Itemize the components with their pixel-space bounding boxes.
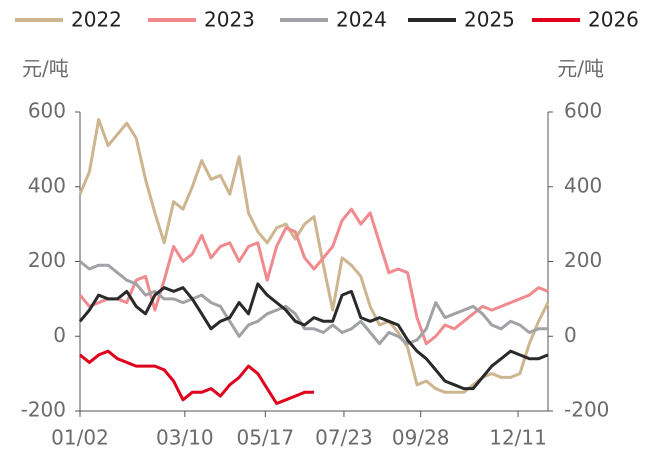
series-line <box>78 207 549 346</box>
y-tick-label: 0 <box>53 323 66 347</box>
legend-label: 2024 <box>336 8 387 32</box>
y2-tick-label: -200 <box>564 398 609 422</box>
legend-label: 2023 <box>204 8 255 32</box>
y2-tick-label: 200 <box>564 248 602 272</box>
series-line <box>78 282 549 391</box>
legend-label: 2026 <box>588 8 639 32</box>
y-axis-label: 元/吨 <box>22 57 69 81</box>
y-tick-label: 600 <box>28 99 66 123</box>
x-tick-label: 05/17 <box>237 426 295 450</box>
x-tick-label: 12/11 <box>489 426 547 450</box>
x-tick-label: 07/23 <box>315 426 373 450</box>
y2-tick-label: 400 <box>564 173 602 197</box>
series-line <box>79 349 314 405</box>
x-tick-label: 09/28 <box>392 426 450 450</box>
y-tick-label: -200 <box>21 398 66 422</box>
y2-axis-label: 元/吨 <box>557 57 604 81</box>
x-tick-label: 03/10 <box>156 426 214 450</box>
legend-label: 2022 <box>71 8 122 32</box>
y-tick-label: 400 <box>28 173 66 197</box>
legend-label: 2025 <box>464 8 515 32</box>
y-tick-label: 200 <box>28 248 66 272</box>
series-line <box>78 118 550 394</box>
y2-tick-label: 0 <box>564 323 577 347</box>
y2-tick-label: 600 <box>564 99 602 123</box>
x-tick-label: 01/02 <box>51 426 109 450</box>
